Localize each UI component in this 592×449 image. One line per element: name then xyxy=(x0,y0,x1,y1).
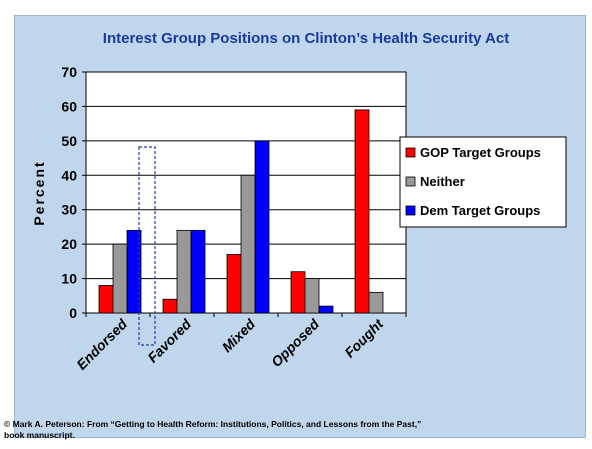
bar-gop-target-groups xyxy=(226,254,242,314)
y-tick-label: 30 xyxy=(61,202,77,218)
bar-gop-target-groups xyxy=(354,109,370,314)
y-tick-label: 70 xyxy=(61,64,77,80)
y-axis-label: Percent xyxy=(31,160,47,225)
bar-neither xyxy=(240,174,256,314)
bar-neither xyxy=(112,243,128,314)
x-tick-label: Opposed xyxy=(268,315,323,370)
legend-swatch xyxy=(405,147,416,158)
x-tick-label: Fought xyxy=(341,315,387,361)
y-tick-label: 40 xyxy=(61,167,77,183)
bar-neither xyxy=(304,278,320,314)
bar-neither xyxy=(368,291,384,314)
highlight-box xyxy=(138,146,156,346)
legend-label: Neither xyxy=(420,174,465,189)
footer-credit: © Mark A. Peterson: From “Getting to Hea… xyxy=(4,419,590,441)
legend-label: GOP Target Groups xyxy=(420,145,541,160)
footer-line-2: book manuscript. xyxy=(4,430,75,440)
bar-dem-target-groups xyxy=(190,229,206,314)
bar-dem-target-groups xyxy=(318,305,334,314)
y-tick-label: 10 xyxy=(61,271,77,287)
legend-label: Dem Target Groups xyxy=(420,203,540,218)
bar-gop-target-groups xyxy=(162,298,178,314)
bar-dem-target-groups xyxy=(254,140,270,314)
x-tick-label: Mixed xyxy=(219,315,259,355)
y-tick-label: 20 xyxy=(61,236,77,252)
bar-gop-target-groups xyxy=(98,285,114,314)
legend xyxy=(399,136,567,228)
bar-neither xyxy=(176,229,192,314)
chart-title: Interest Group Positions on Clinton’s He… xyxy=(103,30,509,47)
bar-gop-target-groups xyxy=(290,271,306,314)
bar-dem-target-groups xyxy=(126,229,142,314)
footer-line-1: © Mark A. Peterson: From “Getting to Hea… xyxy=(4,419,422,429)
y-tick-label: 50 xyxy=(61,133,77,149)
legend-swatch xyxy=(405,176,416,187)
y-tick-label: 60 xyxy=(61,98,77,114)
legend-swatch xyxy=(405,205,416,216)
x-tick-label: Endorsed xyxy=(73,315,130,372)
x-tick-label: Favored xyxy=(144,315,194,365)
y-tick-label: 0 xyxy=(69,305,77,321)
